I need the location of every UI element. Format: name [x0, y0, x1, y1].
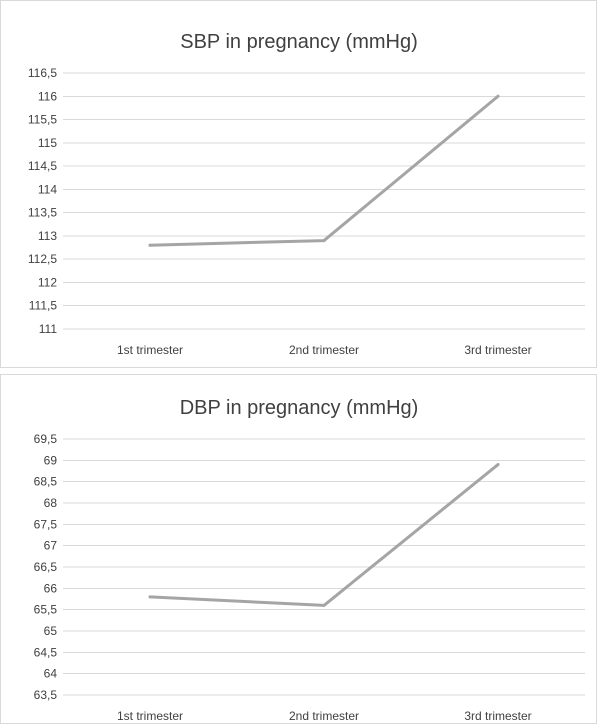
x-tick-label: 2nd trimester [289, 343, 359, 357]
y-tick-label: 67,5 [34, 517, 58, 531]
data-point [148, 243, 152, 247]
data-point [496, 94, 500, 98]
y-tick-label: 69 [44, 453, 58, 467]
y-tick-label: 66 [44, 581, 58, 595]
x-tick-label: 2nd trimester [289, 709, 359, 723]
data-point [496, 463, 500, 467]
y-tick-label: 65,5 [34, 603, 58, 617]
y-tick-label: 113,5 [28, 206, 57, 220]
data-point [322, 603, 326, 607]
x-tick-label: 1st trimester [117, 343, 183, 357]
y-tick-label: 64,5 [34, 645, 58, 659]
y-tick-label: 112,5 [28, 252, 57, 266]
sbp-chart-panel: SBP in pregnancy (mmHg) 116,5 116 115,5 115… [0, 0, 597, 368]
series-line [148, 94, 500, 247]
y-tick-label: 65 [44, 624, 58, 638]
series-line [148, 463, 500, 607]
y-tick-label: 69,5 [34, 432, 58, 446]
y-tick-label: 112 [38, 275, 57, 289]
y-tick-label: 115,5 [28, 113, 57, 127]
y-tick-label: 116,5 [28, 66, 57, 80]
dbp-chart-panel: DBP in pregnancy (mmHg) 69,5 69 68,5 68 67,5… [0, 374, 597, 724]
x-tick-label: 3rd trimester [464, 343, 531, 357]
x-tick-label: 1st trimester [117, 709, 183, 723]
x-tick-label: 3rd trimester [464, 709, 531, 723]
y-tick-label: 114,5 [28, 159, 57, 173]
y-tick-label: 111 [39, 322, 58, 336]
data-point [322, 239, 326, 243]
y-tick-label: 116 [38, 89, 57, 103]
y-tick-label: 68,5 [34, 475, 58, 489]
y-tick-label: 68 [44, 496, 58, 510]
y-tick-label: 64 [44, 667, 58, 681]
dbp-line-chart: DBP in pregnancy (mmHg) 69,5 69 68,5 68 67,5… [34, 397, 585, 723]
chart-title: SBP in pregnancy (mmHg) [180, 31, 418, 53]
y-tick-label: 66,5 [34, 560, 58, 574]
sbp-line-chart: SBP in pregnancy (mmHg) 116,5 116 115,5 115… [28, 31, 585, 357]
y-tick-label: 63,5 [34, 688, 58, 702]
data-point [148, 595, 152, 599]
y-tick-label: 67 [44, 539, 58, 553]
y-tick-label: 115 [38, 136, 57, 150]
y-tick-label: 113 [38, 229, 57, 243]
chart-title: DBP in pregnancy (mmHg) [180, 397, 419, 419]
y-tick-label: 114 [38, 182, 57, 196]
y-tick-label: 111,5 [29, 299, 58, 313]
